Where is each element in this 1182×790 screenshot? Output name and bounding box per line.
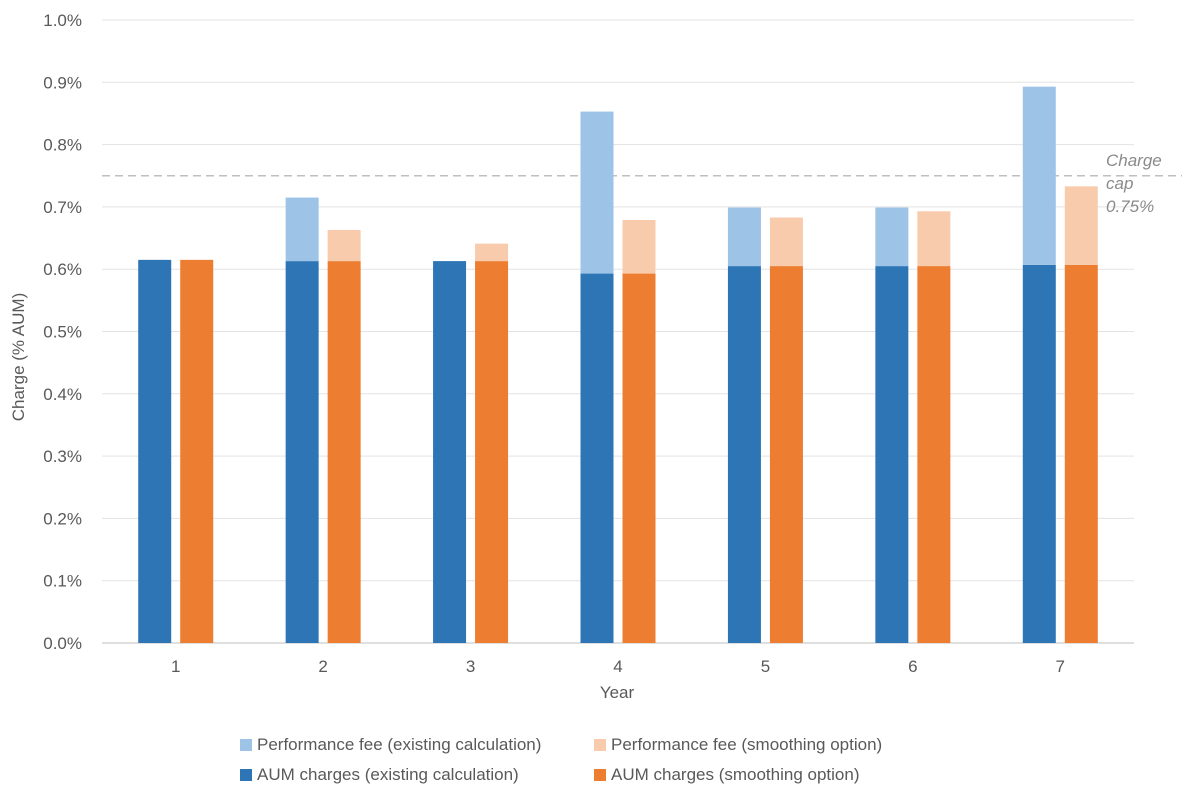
bar-segment [433,261,467,643]
legend-item: Performance fee (existing calculation) [240,735,594,755]
y-tick-label: 0.2% [43,509,82,528]
bar-segment [285,261,319,643]
bar-segment [327,261,361,643]
bar-segment [727,207,761,267]
x-axis-title: Year [600,683,635,702]
bar-segment [769,266,803,643]
legend-label: Performance fee (smoothing option) [611,735,883,754]
bar-segment [138,259,172,643]
bar-segment [580,111,614,274]
bar-segment [475,243,509,262]
legend-item: AUM charges (smoothing option) [594,765,860,785]
x-tick-label: 7 [1056,657,1065,676]
bar-segment [1064,186,1098,265]
y-tick-label: 0.3% [43,447,82,466]
y-tick-label: 0.4% [43,385,82,404]
bar-segment [917,266,951,643]
gridlines [102,19,1134,644]
x-tick-label: 6 [908,657,917,676]
bar-segment [622,219,656,274]
x-tick-label: 4 [613,657,622,676]
bar-segment [285,197,319,262]
x-tick-label: 3 [466,657,475,676]
charge-cap-label: Charge cap 0.75% [1106,151,1162,216]
legend-item: Performance fee (smoothing option) [594,735,882,755]
x-tick-label: 1 [171,657,180,676]
x-tick-label: 5 [761,657,770,676]
legend-label: AUM charges (smoothing option) [611,765,860,784]
x-tick-label: 2 [318,657,327,676]
legend-label: Performance fee (existing calculation) [257,735,542,754]
y-tick-label: 0.7% [43,198,82,217]
legend-item: AUM charges (existing calculation) [240,765,594,785]
y-tick-label: 1.0% [43,11,82,30]
bar-segment [180,259,214,643]
bar-segment [327,229,361,262]
y-tick-label: 0.0% [43,634,82,653]
legend-row: Performance fee (existing calculation) P… [240,730,960,760]
charge-cap-label-line: Charge [1106,151,1162,170]
legend-swatch [240,769,252,781]
legend-swatch [594,769,606,781]
y-axis-ticks: 0.0% 0.1% 0.2% 0.3% 0.4% 0.5% 0.6% 0.7% 0.8% 0.9%… [43,11,82,653]
legend: Performance fee (existing calculation) P… [240,730,960,790]
legend-row: AUM charges (existing calculation) AUM c… [240,760,960,790]
y-axis-title: Charge (% AUM) [9,293,28,421]
bar-segment [1022,86,1056,265]
y-tick-label: 0.8% [43,136,82,155]
legend-swatch [240,739,252,751]
bar-segment [622,273,656,643]
bar-segment [1022,264,1056,643]
legend-swatch [594,739,606,751]
bar-segment [769,217,803,267]
charge-cap-label-line: 0.75% [1106,197,1154,216]
bar-segment [580,273,614,643]
x-axis-ticks: 1 2 3 4 5 6 7 [171,657,1065,676]
y-tick-label: 0.9% [43,73,82,92]
bar-segment [1064,264,1098,643]
bars [138,86,1098,643]
bar-segment [475,261,509,643]
bar-segment [875,266,909,643]
legend-label: AUM charges (existing calculation) [257,765,519,784]
bar-segment [917,211,951,267]
charge-cap-label-line: cap [1106,174,1133,193]
y-tick-label: 0.6% [43,260,82,279]
bar-segment [875,207,909,267]
bar-segment [727,266,761,643]
y-tick-label: 0.1% [43,572,82,591]
y-tick-label: 0.5% [43,323,82,342]
